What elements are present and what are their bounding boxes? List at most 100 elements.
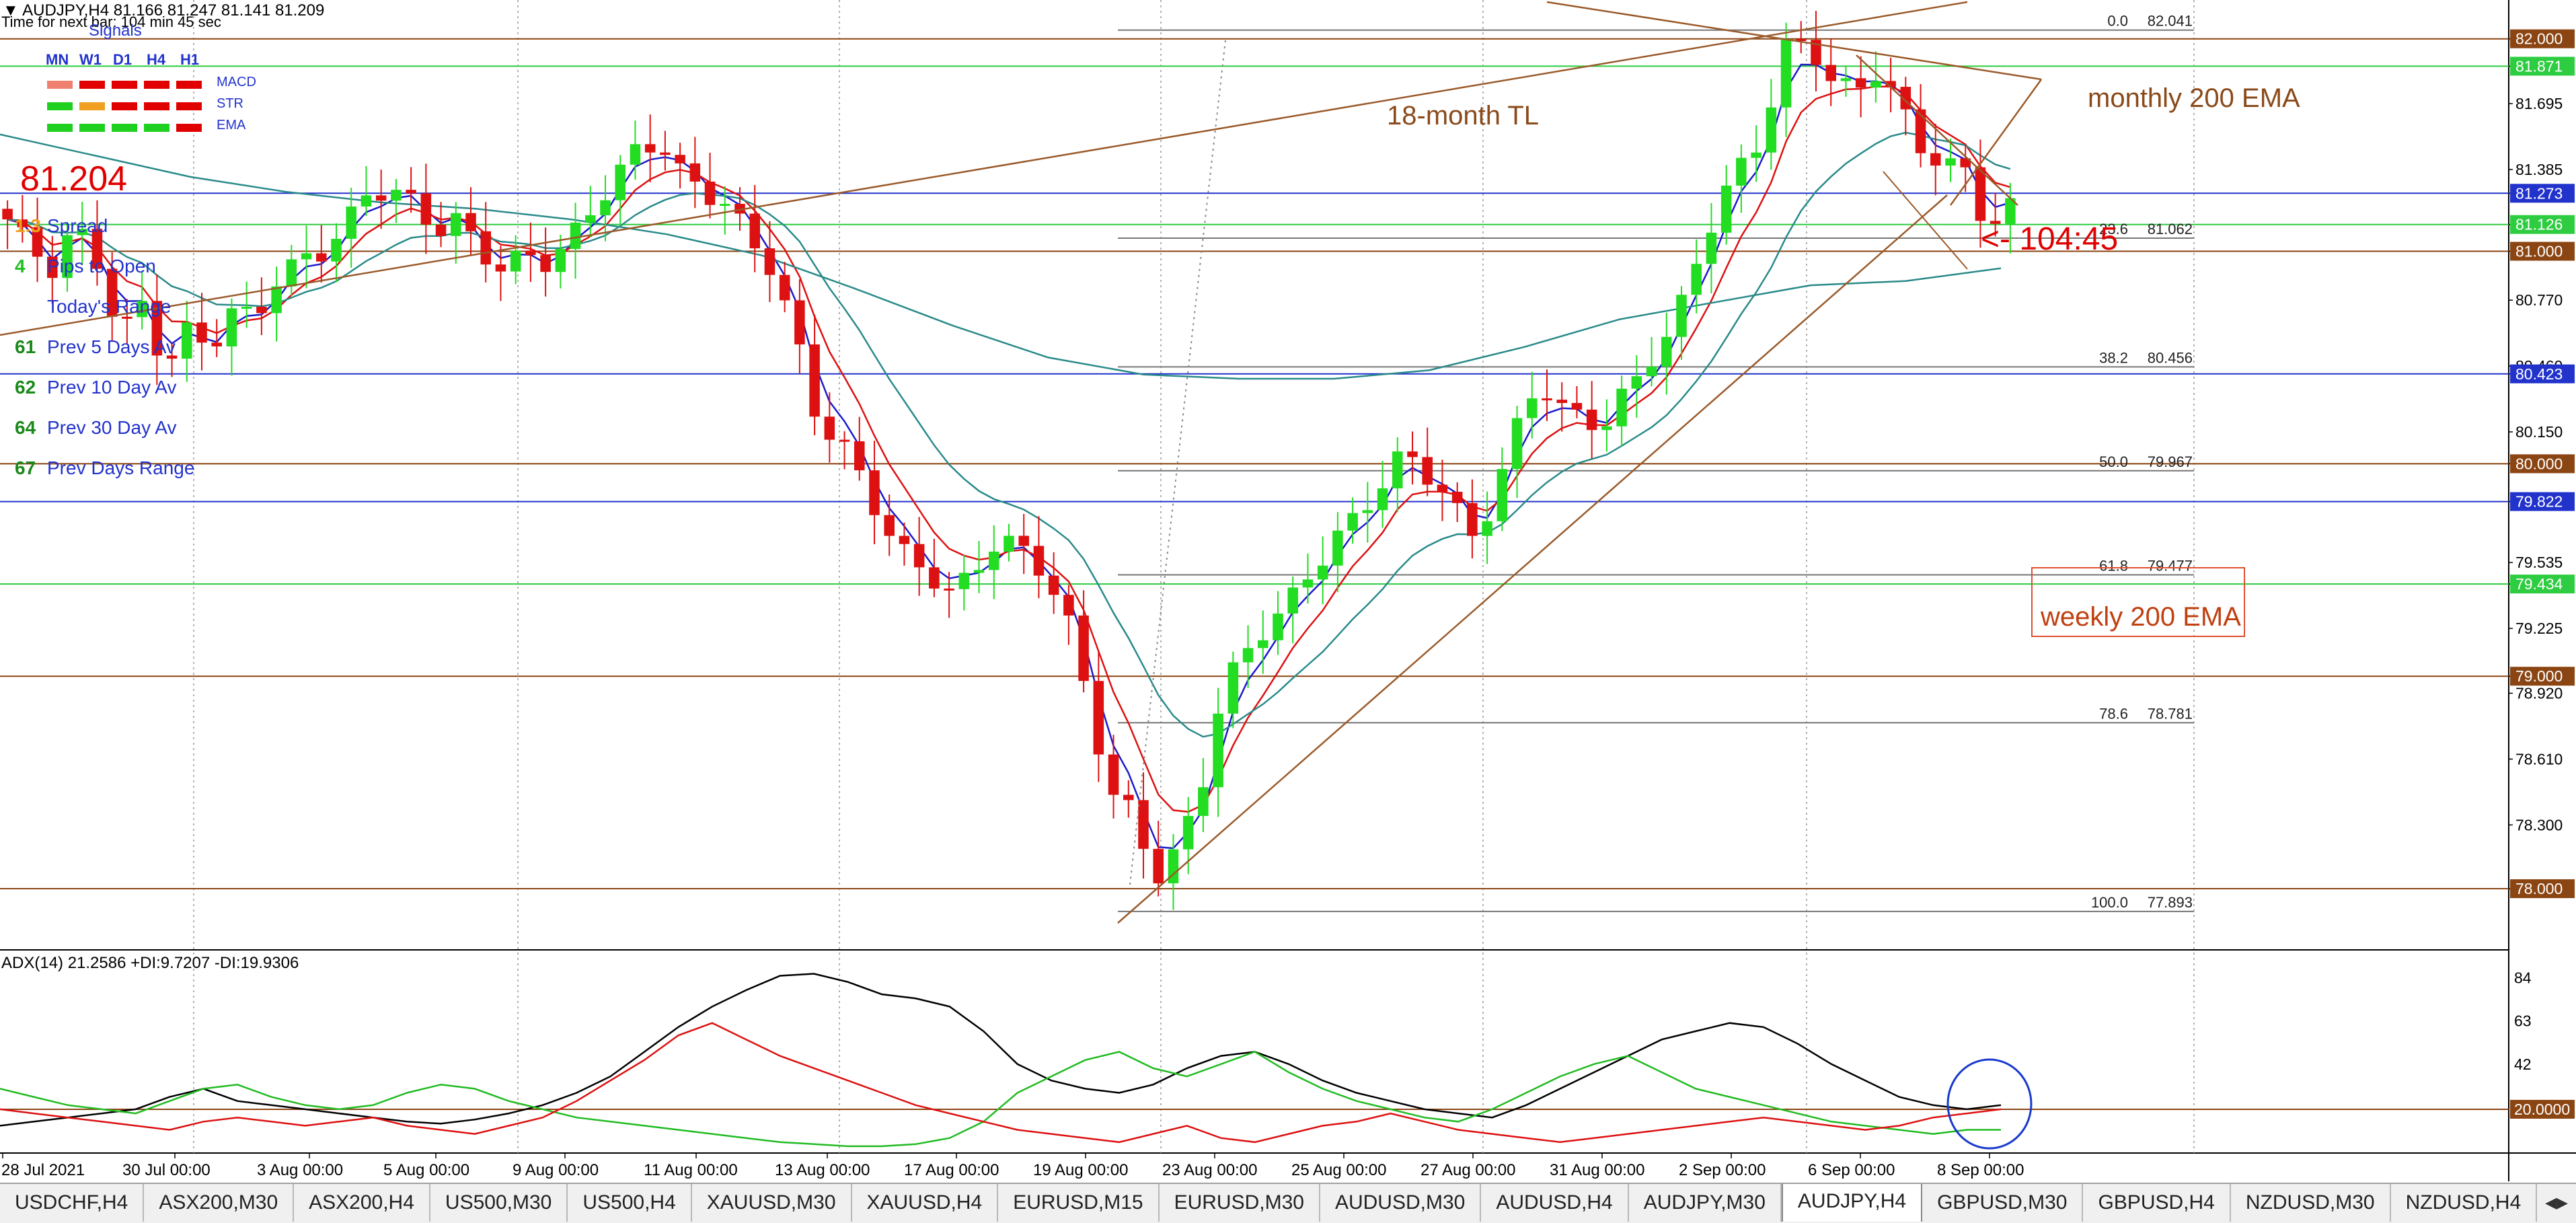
signal-column-h4: H4 [147,51,166,68]
signal-column-mn: MN [46,51,69,68]
wedge-line-lower[interactable] [1883,171,1968,270]
signal-indicator [79,102,105,110]
price-axis-label: 79.535 [2515,554,2563,571]
tab-audusd-h4[interactable]: AUDUSD,H4 [1481,1184,1629,1222]
fib-price-label: 79.967 [2148,453,2193,470]
time-axis: 28 Jul 2021 30 Jul 00:00 3 Aug 00:00 5 Aug … [1,1153,2024,1179]
weekly-ema-label: weekly 200 EMA [2041,602,2241,632]
candle-bear [779,274,790,301]
price-axis-label: 80.150 [2515,423,2563,441]
signal-row-label: MACD [217,75,256,89]
chevron-left-icon[interactable]: ◀ [2545,1194,2556,1211]
candle-bull [1751,152,1761,158]
info-line-label: Spread [47,215,108,236]
tab-gbpusd-m30[interactable]: GBPUSD,M30 [1922,1184,2084,1222]
time-axis-label: 11 Aug 00:00 [644,1161,738,1179]
tab-xauusd-m30[interactable]: XAUUSD,M30 [692,1184,852,1222]
price-axis-label: 78.610 [2515,750,2563,768]
tab-xauusd-h4[interactable]: XAUUSD,H4 [852,1184,999,1222]
monthly-ema-line-right[interactable] [1949,79,2043,206]
candle-bear [420,193,432,225]
candle-bull [1258,640,1268,648]
candle-bear [689,163,701,182]
tab-nzdusd-h4[interactable]: NZDUSD,H4 [2391,1184,2538,1222]
tab-us500-m30[interactable]: US500,M30 [430,1184,568,1222]
tab-audjpy-m30[interactable]: AUDJPY,M30 [1629,1184,1782,1222]
candle-bear [734,204,745,214]
candle-bull [1631,376,1642,389]
tab-gbpusd-h4[interactable]: GBPUSD,H4 [2083,1184,2231,1222]
signal-indicator [47,81,73,89]
candle-bear [91,229,103,269]
candle-bull [1646,366,1657,377]
time-axis-label: 9 Aug 00:00 [513,1161,599,1179]
signal-indicator [176,81,202,89]
candle-bull [451,213,461,236]
candle-bull [1945,158,1956,166]
tab-eurusd-m30[interactable]: EURUSD,M30 [1160,1184,1320,1222]
tab-us500-h4[interactable]: US500,H4 [568,1184,692,1222]
candle-bear [196,322,207,343]
candle-bear [1093,681,1104,755]
fib-level-label: 0.0 [2107,13,2128,30]
candle-bear [1825,65,1836,81]
tab-audusd-m30[interactable]: AUDUSD,M30 [1320,1184,1482,1222]
candle-bear [1048,575,1059,595]
candle-bear [406,190,416,194]
chevron-right-icon[interactable]: ▶ [2556,1194,2568,1211]
signal-indicator [144,124,169,132]
adx-highlight-circle[interactable] [1946,1058,2033,1150]
monthly-ema-line-lower[interactable] [1856,54,2018,206]
tab-asx200-m30[interactable]: ASX200,M30 [144,1184,295,1222]
candle-bull [1840,78,1852,81]
candle-bear [1542,398,1552,401]
fib-price-label: 79.477 [2148,558,2193,575]
candle-bull [62,235,73,279]
candle-bear [1915,109,1926,153]
monthly-ema-line-upper[interactable] [1546,1,2042,81]
candle-bear [809,344,820,417]
signal-indicator [47,102,73,110]
signals-panel: MN W1 D1 H4 H1 MACD STR EMA [40,51,269,145]
candle-bull [1273,614,1283,640]
fib-price-label: 80.456 [2148,349,2193,366]
candle-bear [540,255,551,272]
candle-bear [660,152,671,155]
fib-level-label: 38.2 [2099,349,2128,366]
trendline-rising-support[interactable] [1117,194,1948,924]
info-line: 64 Prev 30 Day Av [15,417,176,439]
info-line-value: 1.3 [15,215,41,236]
candle-bull [1661,336,1672,367]
candle-bull [958,572,970,589]
candle-bear [913,544,925,568]
info-line-label: Today's Range [47,296,172,317]
tab-nzdusd-m30[interactable]: NZDUSD,M30 [2231,1184,2391,1222]
candle-bull [1601,426,1612,431]
info-line-label: Prev 10 Day Av [47,377,177,398]
candle-bear [824,416,835,440]
candle-bear [944,588,954,591]
candle-bull [1691,264,1702,295]
grid [193,0,2195,1153]
adx-level-tag [2510,1099,2575,1119]
info-line: 67 Prev Days Range [15,457,194,479]
price-axis-label: 79.000 [2515,667,2563,685]
price-tag [2510,667,2575,686]
info-line-value: 4 [15,256,26,276]
weekly-ema-box[interactable]: weekly 200 EMA [2031,567,2245,637]
fib-level-label: 100.0 [2091,894,2128,911]
tab-eurusd-m15[interactable]: EURUSD,M15 [998,1184,1160,1222]
tab-scroll-arrows[interactable]: ◀ ▶ [2537,1184,2576,1222]
fib-level-label: 61.8 [2099,558,2128,575]
tab-audjpy-h4[interactable]: AUDJPY,H4 [1781,1184,1923,1222]
signal-indicator [144,102,169,110]
adx-axis-label: 42 [2514,1055,2532,1073]
tab-asx200-h4[interactable]: ASX200,H4 [294,1184,430,1222]
candle-bull [1392,451,1403,488]
tab-usdchf-h4[interactable]: USDCHF,H4 [0,1184,145,1222]
candle-bear [106,268,118,317]
current-price: 81.204 [20,159,128,198]
trendline-18-month[interactable] [0,1,1968,336]
trend-drawings[interactable] [0,1,2043,924]
